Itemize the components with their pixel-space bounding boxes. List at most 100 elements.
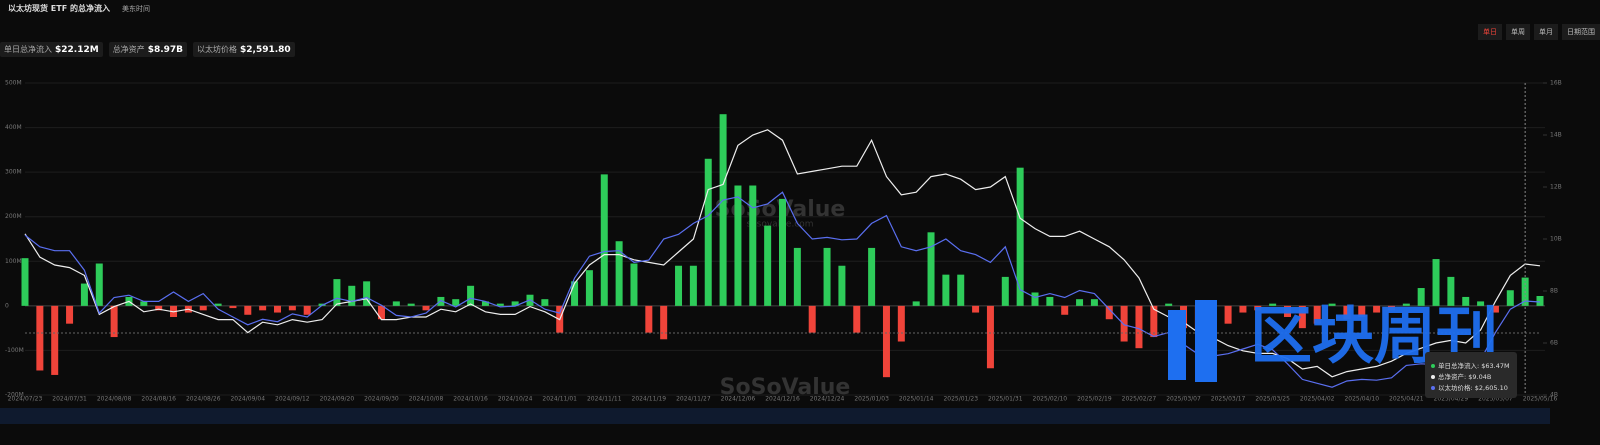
x-tick-label: 2024/07/31 — [52, 396, 87, 403]
bar — [155, 305, 163, 311]
timezone: 美东时间 — [121, 5, 150, 13]
legend-value: $8.97B — [147, 45, 184, 55]
bar — [1239, 305, 1247, 313]
bar — [1150, 305, 1158, 338]
bar — [1165, 303, 1173, 306]
x-tick-label: 2024/08/26 — [186, 396, 221, 403]
y2-tick-label: 12B — [1550, 184, 1562, 191]
bar — [1477, 301, 1485, 306]
bar — [21, 258, 29, 306]
x-tick-label: 2025/02/10 — [1033, 396, 1068, 403]
y-tick-label: 0 — [5, 302, 9, 309]
bar — [541, 299, 549, 306]
button[interactable]: 单周 — [1506, 24, 1530, 40]
x-tick-label: 2024/10/24 — [498, 396, 533, 403]
button[interactable]: 日期范围 — [1562, 24, 1600, 40]
x-tick-label: 2024/12/24 — [810, 396, 845, 403]
x-tick-label: 2024/10/08 — [409, 396, 444, 403]
legend-item: 单日总净流入 $22.12M — [0, 42, 103, 57]
bar — [660, 305, 668, 340]
x-tick-label: 2024/10/16 — [453, 396, 488, 403]
bar — [1298, 305, 1306, 329]
bar — [244, 305, 252, 315]
x-tick-label: 2025/01/03 — [854, 396, 889, 403]
bar — [1402, 303, 1410, 306]
bar — [719, 114, 727, 306]
bar — [36, 305, 44, 371]
line — [24, 191, 1541, 388]
bar — [1224, 305, 1232, 324]
bar — [1135, 305, 1143, 349]
bar — [585, 270, 593, 306]
bar — [437, 296, 445, 306]
logo-mark — [1195, 300, 1217, 382]
legend-label: 单日总净流入 — [4, 45, 52, 54]
bar — [1061, 305, 1069, 315]
tooltip-dot — [1431, 375, 1435, 379]
bar — [1328, 303, 1336, 306]
bar — [511, 301, 519, 306]
x-tick-label: 2025/01/31 — [988, 396, 1023, 403]
bar — [615, 241, 623, 306]
legend-value: $22.12M — [55, 45, 99, 55]
x-tick-label: 2025/01/14 — [899, 396, 934, 403]
x-tick-label: 2024/09/20 — [320, 396, 355, 403]
bar — [972, 305, 980, 313]
bar — [630, 263, 638, 306]
bar — [259, 305, 267, 311]
bar — [407, 303, 415, 306]
bar — [1491, 305, 1499, 313]
bar — [481, 301, 489, 306]
bar — [392, 301, 400, 306]
bar — [66, 305, 74, 324]
x-tick-label: 2025/05/16 — [1523, 396, 1558, 403]
bar — [377, 305, 385, 320]
legend-item: 总净资产 $8.97B — [108, 42, 188, 57]
bar — [600, 174, 608, 306]
x-tick-label: 2024/11/01 — [542, 396, 577, 403]
bar — [734, 185, 742, 306]
bar — [1090, 299, 1098, 306]
bar — [140, 301, 148, 306]
tooltip-text: 总净资产: $9.04B — [1438, 372, 1491, 381]
bar — [779, 198, 786, 306]
x-tick-label: 2025/04/02 — [1300, 396, 1335, 403]
bar — [1536, 295, 1544, 306]
tooltip-dot — [1431, 386, 1435, 390]
bar — [214, 303, 222, 306]
tooltip-text: 以太坊价格: $2,605.10 — [1438, 383, 1508, 392]
x-tick-label: 2025/02/19 — [1077, 396, 1112, 403]
bar — [1105, 305, 1113, 320]
x-tick-label: 2025/04/29 — [1434, 396, 1469, 403]
bar — [333, 279, 341, 306]
bar — [838, 265, 846, 306]
x-tick-label: 2024/07/23 — [8, 396, 43, 403]
bar — [1447, 276, 1455, 306]
y2-tick-label: 8B — [1550, 288, 1558, 295]
button[interactable]: 单日 — [1478, 24, 1502, 40]
legend-label: 总净资产 — [112, 45, 145, 54]
bar — [986, 305, 994, 369]
bar — [1462, 296, 1470, 306]
button[interactable]: 单月 — [1534, 24, 1558, 40]
bar — [303, 305, 311, 315]
bar — [764, 225, 772, 306]
x-tick-label: 2025/03/07 — [1166, 396, 1201, 403]
bar — [363, 281, 371, 306]
x-tick-label: 2025/04/21 — [1389, 396, 1424, 403]
y2-tick-label: 10B — [1550, 236, 1562, 243]
bar — [1046, 296, 1054, 306]
zoom-slider[interactable] — [0, 408, 1550, 424]
bar — [1001, 276, 1009, 306]
bar — [1313, 305, 1321, 324]
bar — [80, 283, 88, 306]
title-bar: 以太坊现货 ETF 的总净流入 美东时间 — [8, 3, 150, 14]
bar — [957, 274, 965, 306]
tooltip-text: 单日总净流入: $63.47M — [1438, 361, 1510, 370]
y-tick-label: 200M — [5, 213, 22, 220]
x-tick-label: 2024/08/16 — [141, 396, 176, 403]
logo-mark — [1168, 310, 1186, 380]
bar — [1076, 299, 1084, 306]
